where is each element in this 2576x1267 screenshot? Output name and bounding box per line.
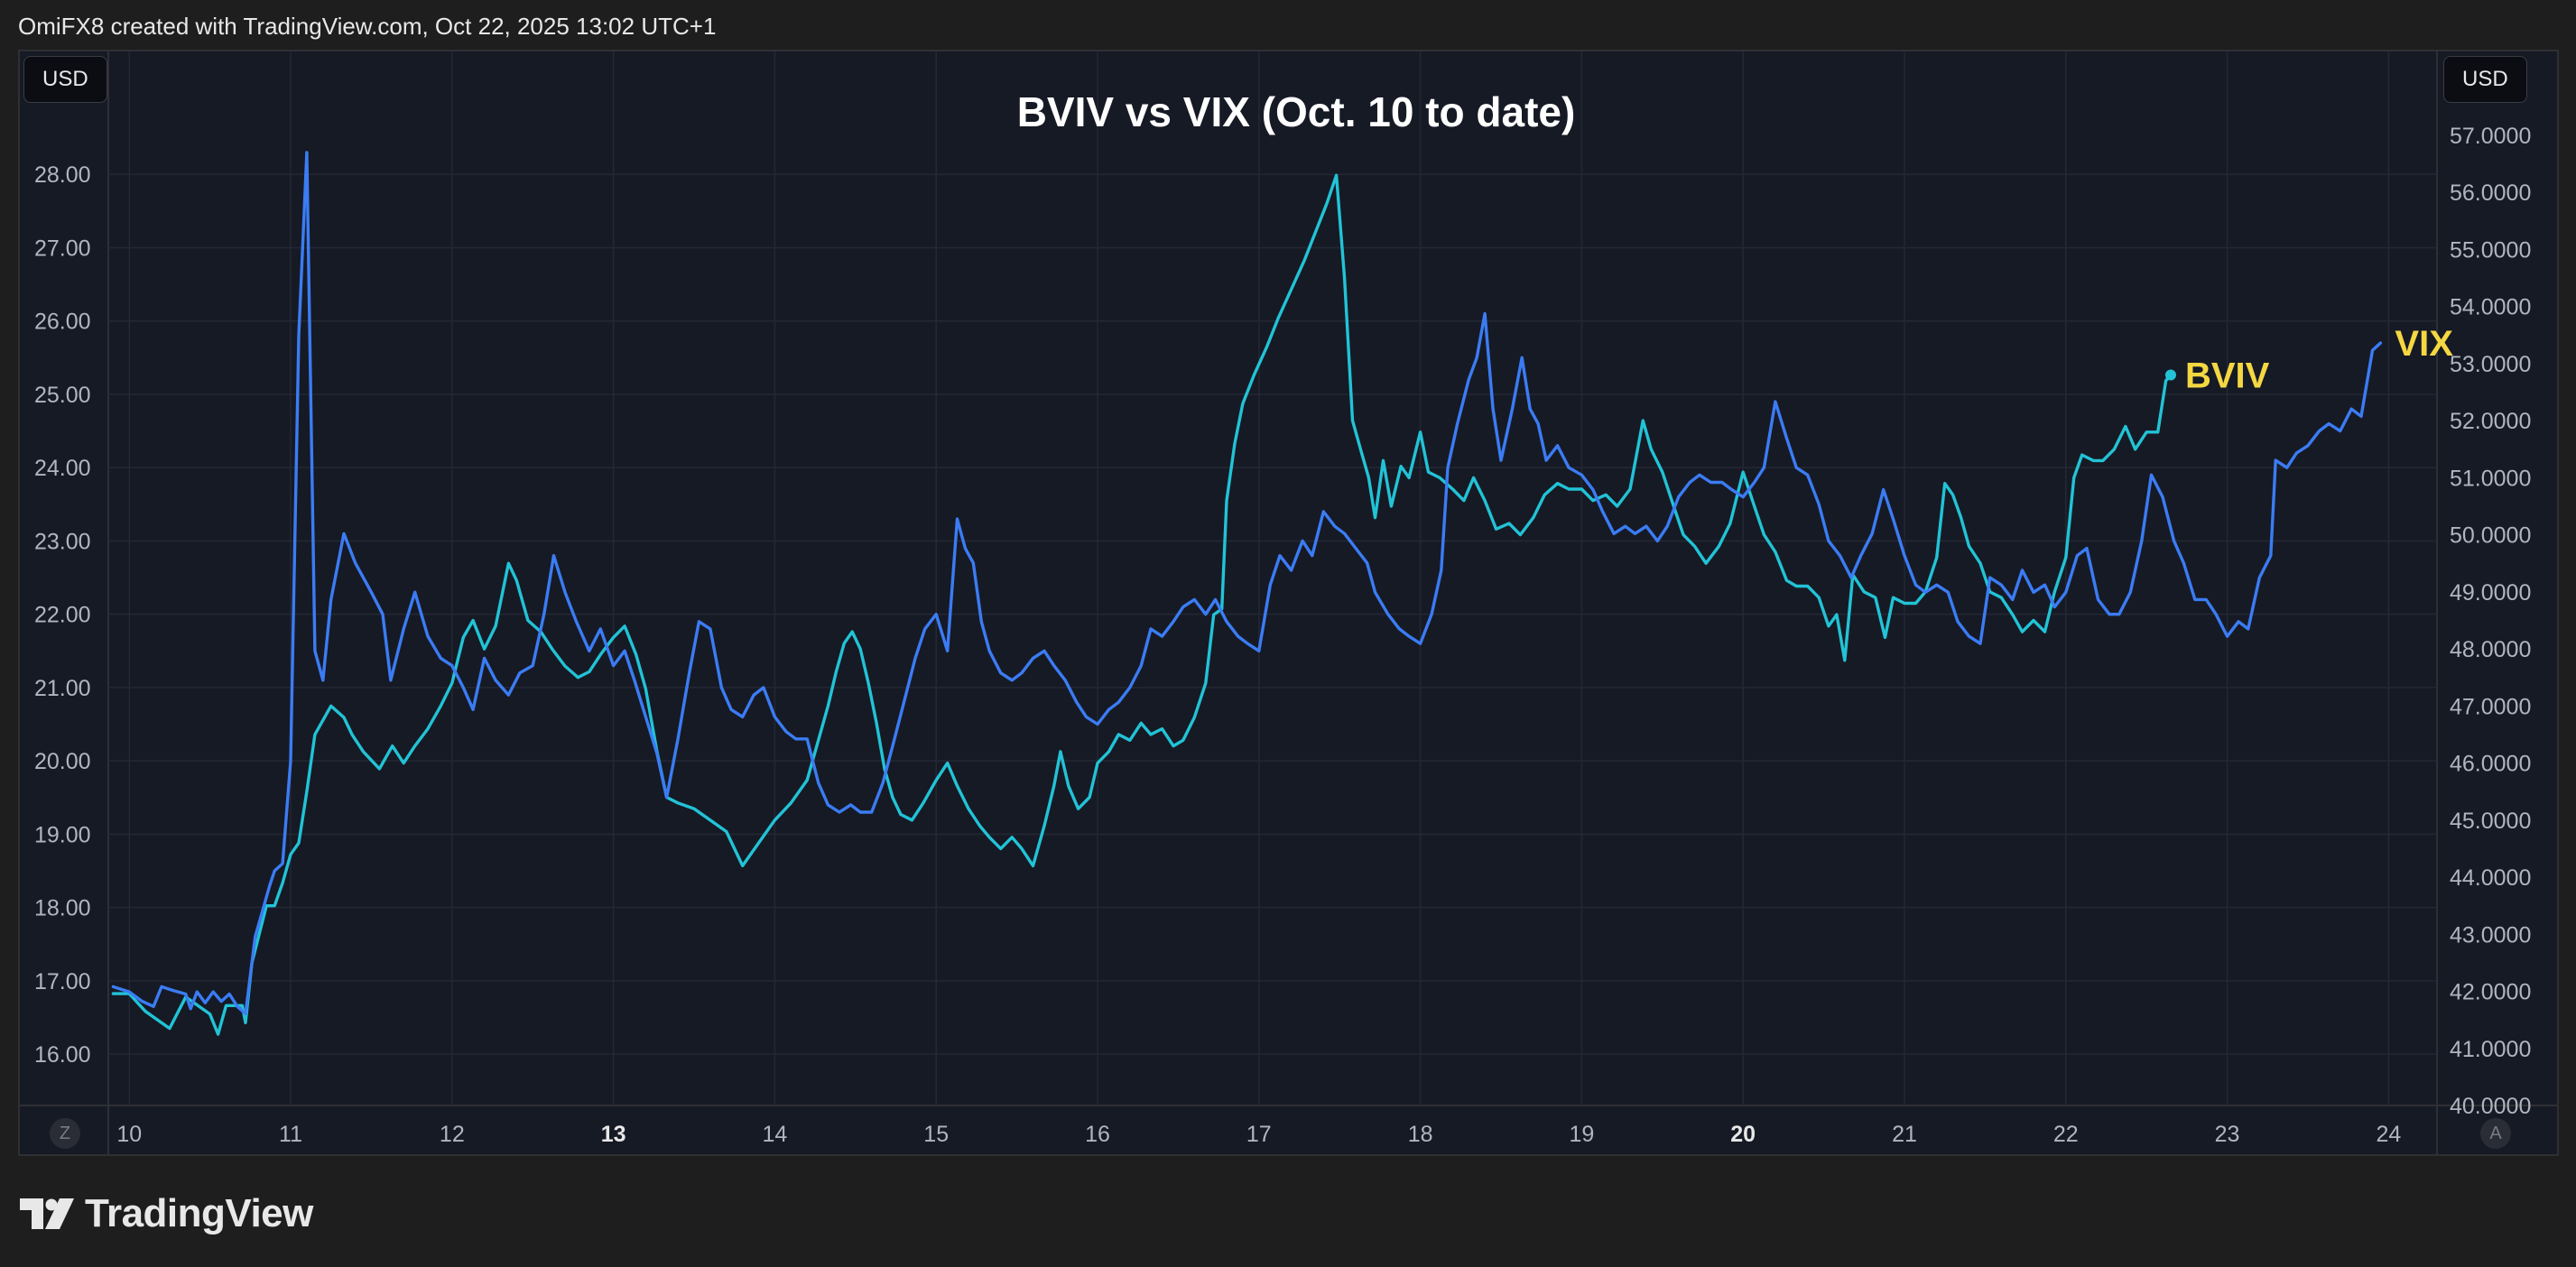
right-axis-tick-label: 54.0000 [2450,295,2531,320]
auto-scale-right-button[interactable]: A [2480,1118,2511,1149]
time-axis-tick-label: 18 [1408,1122,1433,1147]
time-axis-tick-label: 20 [1730,1122,1756,1147]
left-axis-tick-label: 23.00 [34,529,91,554]
right-axis-tick-label: 45.0000 [2450,809,2531,834]
left-price-axis: 16.00 17.00 18.00 19.00 20.00 21.00 22.00 23.00… [34,162,91,1068]
chart-title: BVIV vs VIX (Oct. 10 to date) [1017,88,1576,135]
right-axis-tick-label: 43.0000 [2450,922,2531,948]
right-axis-tick-label: 46.0000 [2450,752,2531,777]
right-axis-tick-label: 42.0000 [2450,980,2531,1005]
left-currency-button[interactable]: USD [23,56,107,103]
right-axis-tick-label: 56.0000 [2450,180,2531,206]
time-axis-tick-label: 24 [2376,1122,2401,1147]
tradingview-brand[interactable]: TradingView [20,1191,313,1236]
right-axis-tick-label: 47.0000 [2450,694,2531,719]
time-axis-tick-label: 17 [1246,1122,1272,1147]
zoom-auto-left-button[interactable]: Z [50,1118,80,1149]
time-axis-tick-label: 16 [1085,1122,1110,1147]
right-axis-tick-label: 48.0000 [2450,637,2531,662]
brand-name: TradingView [85,1191,313,1235]
left-axis-tick-label: 16.00 [34,1042,91,1068]
right-axis-tick-label: 52.0000 [2450,409,2531,434]
chart-meta-caption: OmiFX8 created with TradingView.com, Oct… [18,13,717,40]
time-axis-tick-label: 23 [2215,1122,2240,1147]
grid-layer [20,51,2557,1154]
series-line-bviv [111,173,2173,1036]
series-endpoint-bviv [2164,369,2176,381]
left-axis-tick-label: 22.00 [34,603,91,628]
tradingview-logo-icon [20,1198,74,1229]
series-line-vix [111,151,2383,1016]
left-axis-tick-label: 17.00 [34,969,91,994]
right-axis-tick-label: 50.0000 [2450,523,2531,549]
right-axis-tick-label: 44.0000 [2450,865,2531,891]
right-axis-tick-label: 57.0000 [2450,124,2531,149]
time-axis-tick-label: 19 [1569,1122,1594,1147]
time-axis: 10 11 12 13 14 15 16 17 18 19 20 21 22 23 24 [116,1122,2401,1147]
series-label-bviv: BVIV [2185,356,2270,396]
time-axis-tick-label: 21 [1892,1122,1917,1147]
left-axis-tick-label: 18.00 [34,896,91,921]
left-axis-tick-label: 26.00 [34,310,91,335]
series-layer: BVIV VIX [111,151,2453,1036]
right-axis-tick-label: 49.0000 [2450,580,2531,606]
right-currency-button[interactable]: USD [2443,56,2527,103]
right-price-axis: 40.0000 41.0000 42.0000 43.0000 44.0000 45.00… [2450,124,2531,1119]
time-axis-tick-label: 10 [116,1122,142,1147]
time-axis-tick-label: 13 [601,1122,626,1147]
right-axis-tick-label: 53.0000 [2450,352,2531,377]
right-axis-tick-label: 51.0000 [2450,466,2531,491]
left-axis-tick-label: 24.00 [34,456,91,481]
left-axis-tick-label: 25.00 [34,383,91,408]
series-label-vix: VIX [2395,324,2453,364]
right-axis-tick-label: 55.0000 [2450,237,2531,263]
left-axis-tick-label: 27.00 [34,236,91,261]
time-axis-tick-label: 14 [763,1122,788,1147]
time-axis-tick-label: 15 [923,1122,949,1147]
left-axis-tick-label: 21.00 [34,676,91,701]
right-axis-tick-label: 40.0000 [2450,1094,2531,1119]
chart-frame [18,50,2559,1156]
right-axis-tick-label: 41.0000 [2450,1037,2531,1062]
left-axis-tick-label: 28.00 [34,162,91,188]
time-axis-tick-label: 12 [440,1122,465,1147]
left-axis-tick-label: 19.00 [34,822,91,847]
time-axis-tick-label: 11 [279,1122,302,1147]
time-axis-tick-label: 22 [2053,1122,2079,1147]
left-axis-tick-label: 20.00 [34,749,91,774]
